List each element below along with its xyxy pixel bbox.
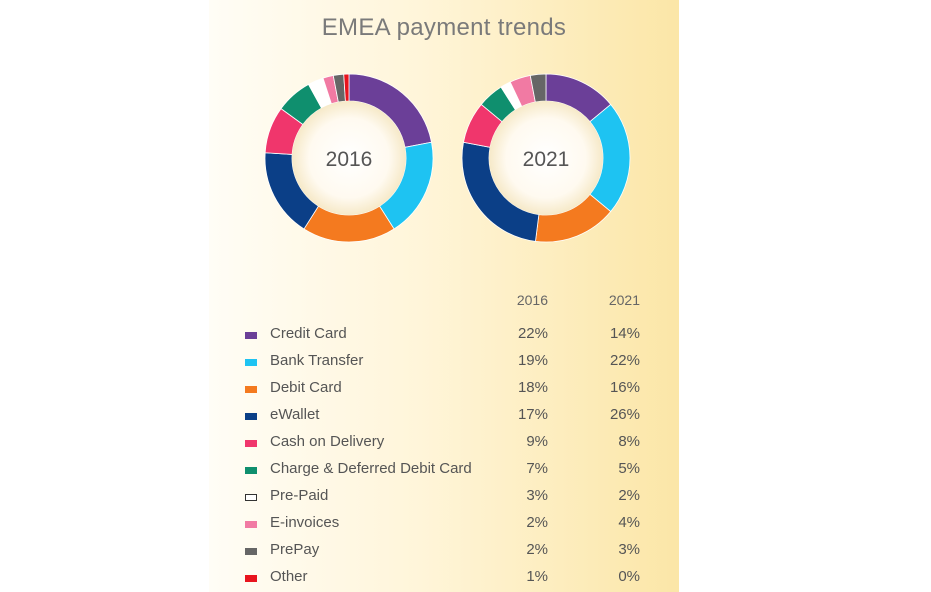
value-2016-credit-card: 22%	[517, 325, 548, 342]
donut-label-2021: 2021	[523, 148, 570, 171]
legend-label-other: Other	[270, 568, 308, 585]
legend-label-e-invoices: E-invoices	[270, 514, 340, 531]
value-2016-pre-paid: 3%	[526, 487, 548, 504]
value-2021-bank-transfer: 22%	[609, 352, 640, 369]
value-2021-cash-on-delivery: 8%	[618, 433, 640, 450]
legend-swatch-ewallet	[245, 413, 257, 420]
value-2021-ewallet: 26%	[609, 406, 640, 423]
legend-swatch-bank-transfer	[245, 359, 257, 366]
value-2021-prepay: 3%	[618, 541, 640, 558]
value-2016-prepay: 2%	[526, 541, 548, 558]
legend-label-charge-deferred-debit-card: Charge & Deferred Debit Card	[270, 460, 472, 477]
legend-label-debit-card: Debit Card	[270, 379, 342, 396]
value-2016-other: 1%	[526, 568, 548, 585]
value-2021-e-invoices: 4%	[618, 514, 640, 531]
value-2021-pre-paid: 2%	[618, 487, 640, 504]
donut-charts: 2016 2021	[264, 73, 631, 243]
legend-swatch-e-invoices	[245, 521, 257, 528]
value-2021-credit-card: 14%	[609, 325, 640, 342]
legend-swatch-other	[245, 575, 257, 582]
donut-hole-2016	[292, 101, 406, 215]
legend-label-bank-transfer: Bank Transfer	[270, 352, 364, 369]
value-2016-bank-transfer: 19%	[517, 352, 548, 369]
chart-panel: EMEA payment trends 2016 2021 2016 2021 C…	[209, 0, 679, 592]
legend-swatch-cash-on-delivery	[245, 440, 257, 447]
value-2016-ewallet: 17%	[517, 406, 548, 423]
legend-label-prepay: PrePay	[270, 541, 320, 558]
legend-swatch-debit-card	[245, 386, 257, 393]
value-2016-cash-on-delivery: 9%	[526, 433, 548, 450]
legend-swatch-pre-paid	[245, 494, 257, 501]
value-2016-debit-card: 18%	[517, 379, 548, 396]
legend-swatch-charge-deferred-debit-card	[245, 467, 257, 474]
chart-title: EMEA payment trends	[321, 14, 567, 41]
column-header-2021: 2021	[608, 292, 640, 308]
value-2016-e-invoices: 2%	[526, 514, 548, 531]
value-2021-charge-deferred-debit-card: 5%	[618, 460, 640, 477]
donut-hole-2021	[489, 101, 603, 215]
legend-label-cash-on-delivery: Cash on Delivery	[270, 433, 385, 450]
donut-label-2016: 2016	[326, 148, 373, 171]
legend-swatch-prepay	[245, 548, 257, 555]
legend-swatch-credit-card	[245, 332, 257, 339]
value-2021-debit-card: 16%	[609, 379, 640, 396]
column-header-2016: 2016	[516, 292, 548, 308]
legend-label-credit-card: Credit Card	[270, 325, 347, 342]
legend-label-pre-paid: Pre-Paid	[270, 487, 329, 504]
value-2016-charge-deferred-debit-card: 7%	[526, 460, 548, 477]
value-2021-other: 0%	[618, 568, 640, 585]
legend-label-ewallet: eWallet	[270, 406, 320, 423]
